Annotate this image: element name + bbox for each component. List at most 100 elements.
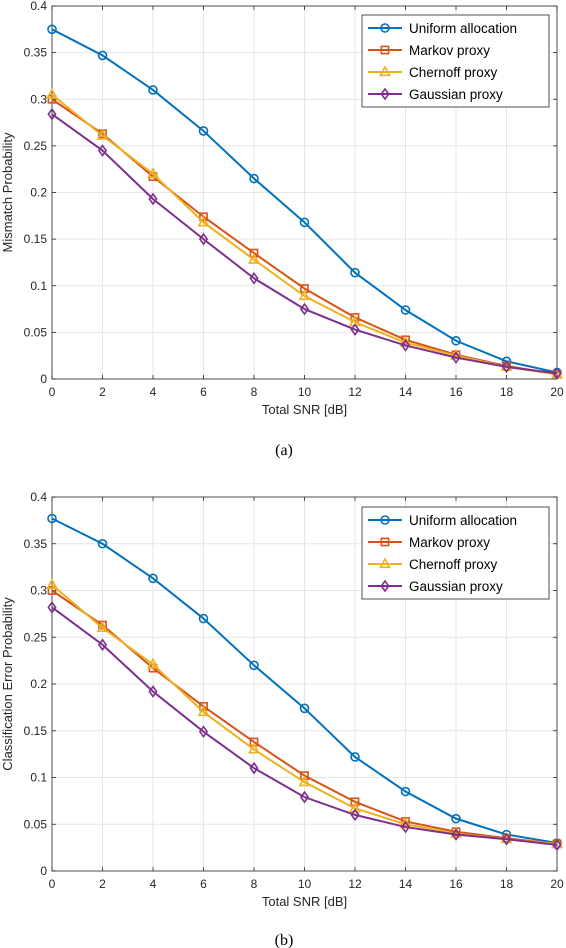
legend-label: Chernoff proxy: [409, 557, 498, 572]
data-point: [147, 657, 159, 669]
legend: Uniform allocation Markov proxy Chernoff p…: [361, 14, 550, 108]
series-line: [51, 28, 558, 374]
legend-marker: [380, 579, 390, 593]
data-point: [47, 586, 57, 595]
data-point: [248, 252, 260, 264]
y-tick-label: 0.2: [30, 677, 47, 691]
y-axis-label: Classification Error Probability: [0, 597, 15, 771]
data-point: [198, 126, 209, 136]
x-tick-label: 20: [550, 385, 564, 399]
data-point: [198, 232, 209, 246]
x-tick-label: 16: [449, 385, 463, 399]
x-axis-label: Total SNR [dB]: [262, 402, 347, 417]
legend-marker: [380, 537, 390, 547]
data-point: [97, 144, 108, 157]
y-axis-label: Mismatch Probability: [0, 132, 15, 252]
legend-label: Gaussian proxy: [409, 87, 503, 102]
x-tick-label: 6: [200, 385, 207, 399]
data-point: [299, 703, 310, 714]
data-point: [197, 215, 210, 227]
legend-label: Markov proxy: [409, 43, 490, 58]
data-point: [47, 513, 57, 524]
x-tick-label: 4: [150, 385, 157, 399]
series-line: [51, 93, 558, 376]
data-point: [350, 267, 360, 278]
series-diamond: [47, 107, 562, 380]
x-tick-label: 0: [49, 385, 56, 399]
data-point: [97, 638, 108, 652]
data-point: [300, 771, 309, 781]
series-circle: [47, 24, 562, 378]
data-point: [350, 808, 360, 822]
data-point: [400, 339, 411, 352]
data-point: [197, 705, 210, 717]
x-tick-label: 2: [99, 877, 106, 891]
y-tick-label: 0.4: [30, 490, 47, 504]
series-line: [51, 606, 558, 846]
legend-item: Chernoff proxy: [368, 557, 498, 572]
legend-box: [361, 506, 550, 600]
legend-label: Chernoff proxy: [409, 65, 498, 80]
legend-marker: [379, 557, 391, 569]
y-tick-label: 0: [40, 864, 47, 878]
legend-label: Gaussian proxy: [409, 579, 503, 594]
x-tick-label: 10: [298, 385, 312, 399]
figure-caption: (a): [275, 442, 293, 459]
series-diamond: [47, 600, 562, 852]
data-point: [46, 578, 58, 589]
data-point: [199, 702, 208, 711]
legend-marker: [380, 87, 390, 101]
series-line: [51, 517, 558, 844]
y-tick-label: 0.25: [24, 139, 48, 153]
figure-caption: (b): [275, 932, 294, 948]
data-point: [350, 797, 360, 807]
legend-marker: [379, 65, 391, 77]
data-point: [96, 128, 109, 140]
legend-item: Gaussian proxy: [368, 579, 503, 594]
data-point: [299, 790, 310, 804]
y-tick-label: 0.05: [24, 817, 48, 831]
legend-label: Markov proxy: [409, 535, 490, 550]
data-point: [249, 173, 259, 184]
series-line: [51, 113, 558, 375]
data-point: [248, 742, 260, 754]
data-point: [501, 832, 512, 846]
data-point: [249, 761, 259, 775]
data-point: [451, 828, 461, 841]
data-point: [147, 167, 159, 178]
y-tick-label: 0.3: [30, 92, 47, 106]
data-point: [400, 820, 411, 834]
data-point: [552, 367, 562, 380]
x-tick-label: 18: [500, 385, 514, 399]
data-point: [198, 725, 209, 739]
legend-item: Markov proxy: [368, 535, 490, 550]
x-tick-label: 10: [298, 877, 312, 891]
legend-item: Chernoff proxy: [368, 65, 498, 80]
data-point: [47, 24, 57, 35]
data-point: [148, 192, 158, 206]
data-point: [97, 50, 108, 61]
x-tick-label: 8: [251, 877, 258, 891]
x-tick-label: 20: [550, 877, 564, 891]
data-point: [97, 538, 108, 549]
x-tick-label: 12: [348, 877, 362, 891]
x-tick-label: 14: [399, 877, 413, 891]
data-point: [47, 600, 57, 614]
x-tick-label: 14: [399, 385, 413, 399]
data-point: [249, 248, 259, 258]
legend-item: Uniform allocation: [368, 21, 517, 36]
data-point: [451, 813, 461, 824]
legend-label: Uniform allocation: [409, 513, 517, 528]
y-tick-label: 0.15: [24, 724, 48, 738]
x-tick-label: 2: [99, 385, 106, 399]
data-point: [96, 621, 109, 633]
y-tick-label: 0: [40, 372, 47, 386]
data-point: [249, 660, 259, 671]
data-point: [249, 271, 259, 285]
y-tick-label: 0.4: [30, 0, 47, 13]
y-tick-label: 0.1: [30, 279, 47, 293]
y-tick-label: 0.35: [24, 46, 48, 60]
data-point: [451, 335, 461, 346]
data-point: [198, 613, 209, 624]
